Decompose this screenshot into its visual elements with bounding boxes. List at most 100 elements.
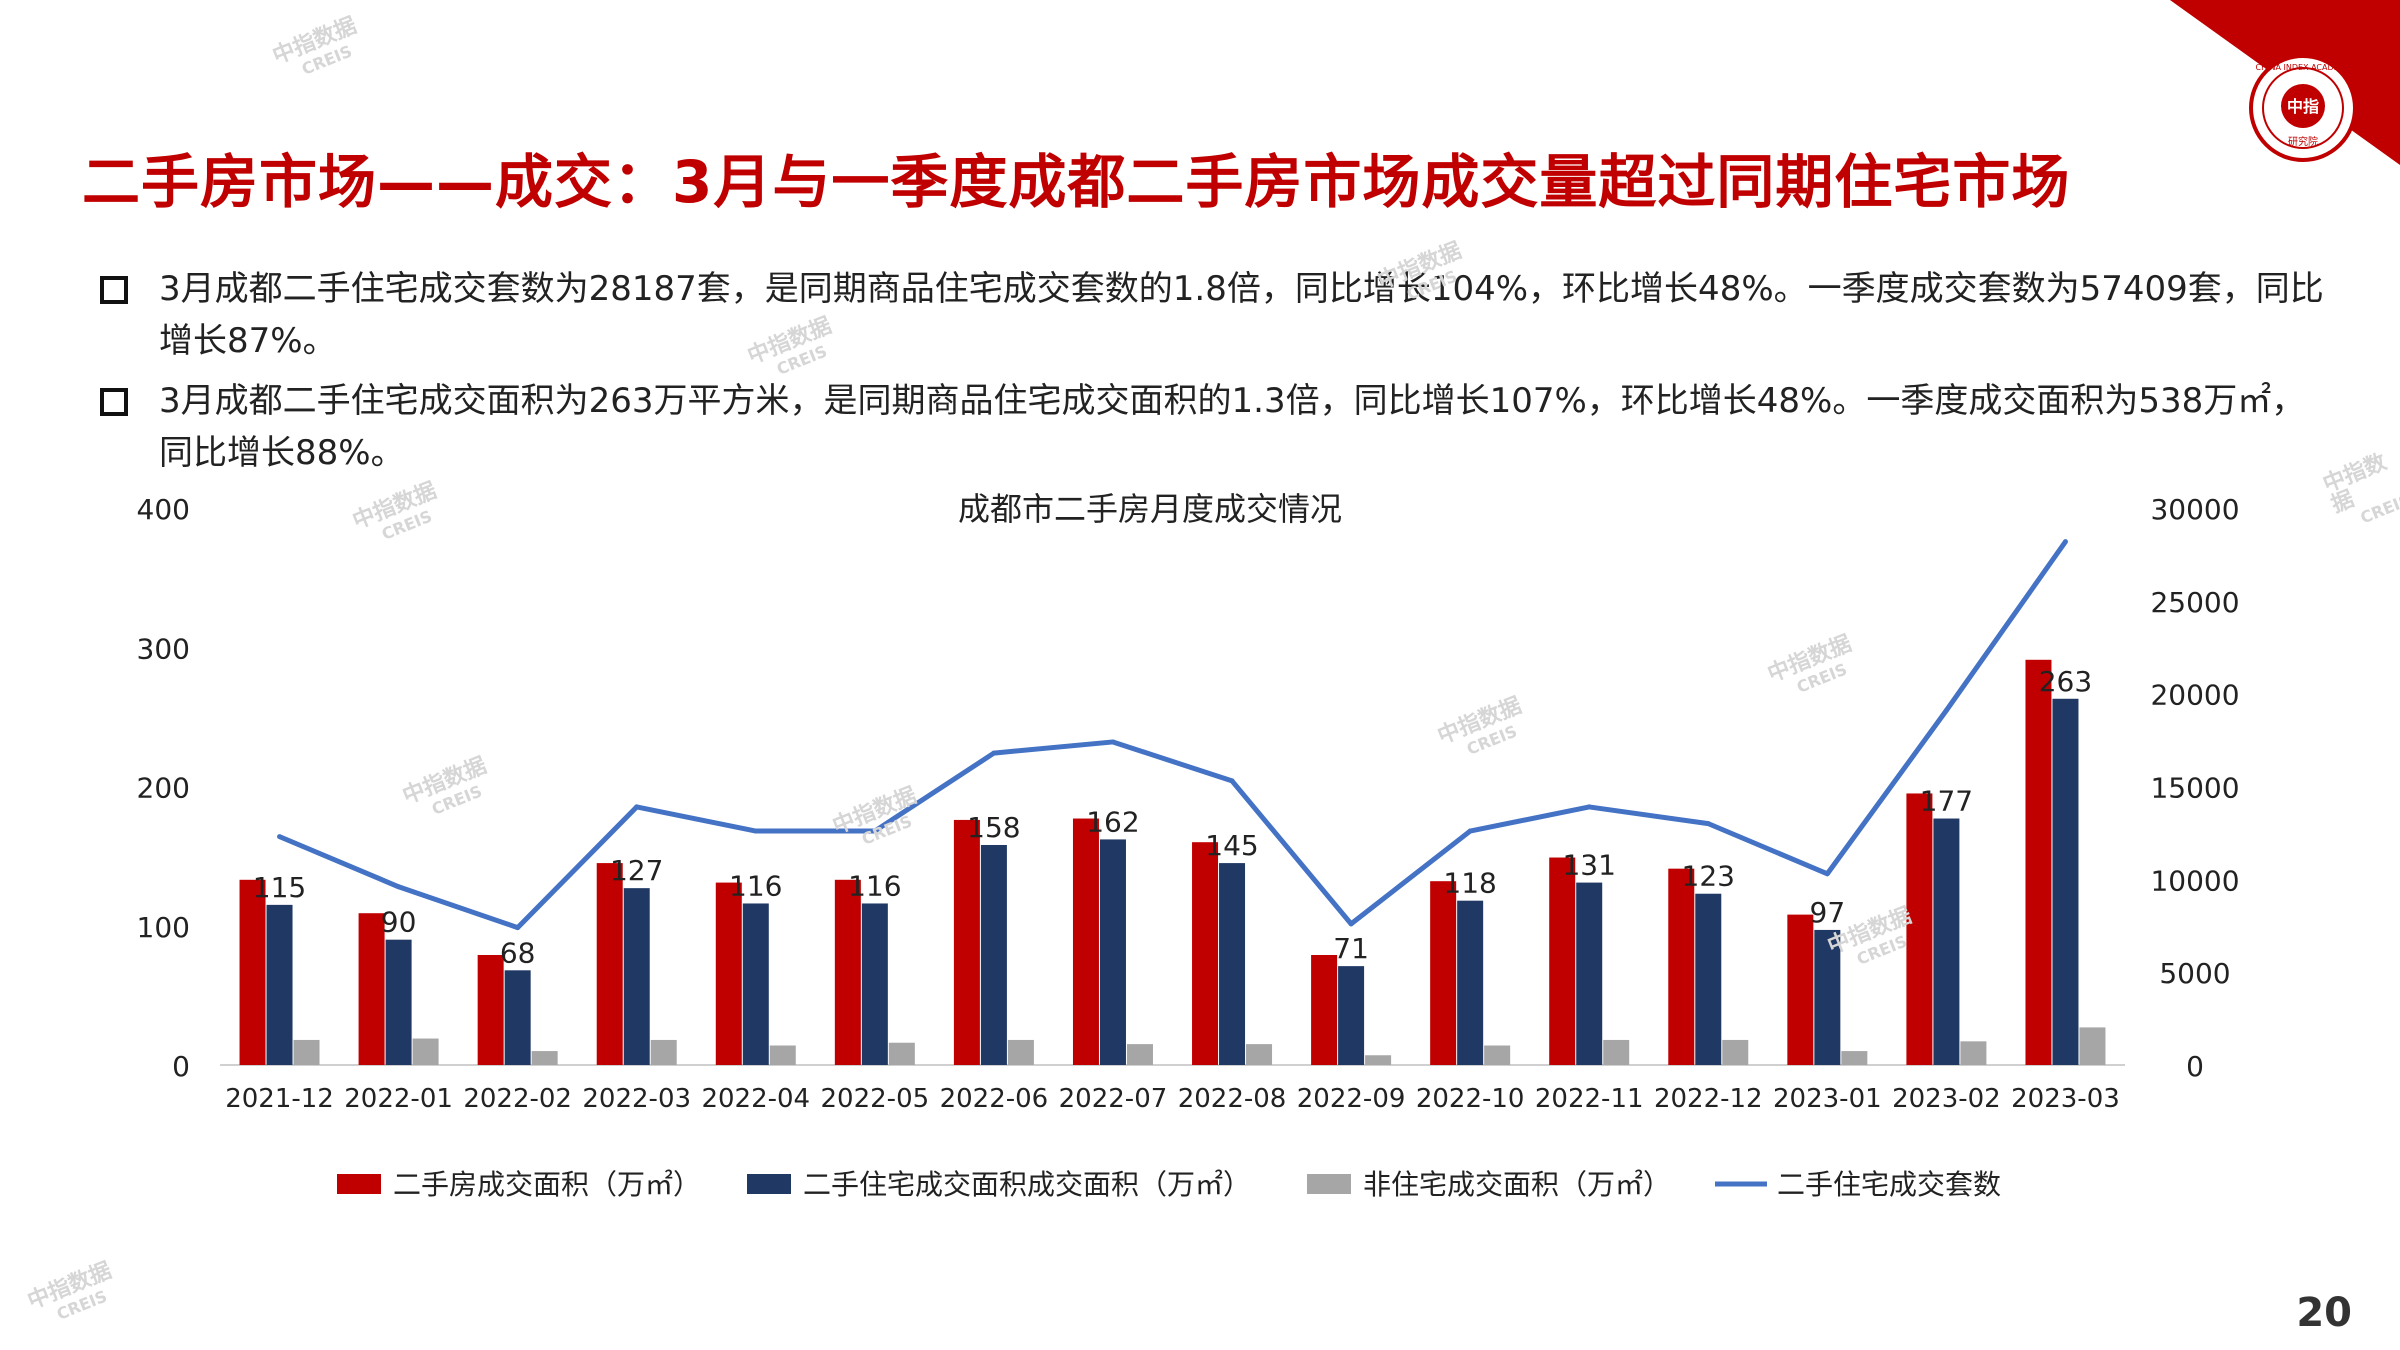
bullet-text-2: 3月成都二手住宅成交面积为263万平方米，是同期商品住宅成交面积的1.3倍，同比… xyxy=(159,381,2306,473)
checkbox-square-icon xyxy=(100,388,128,416)
bar-data-label: 131 xyxy=(1562,849,1615,882)
bar-residential xyxy=(1695,893,1722,1065)
page-number: 20 xyxy=(2296,1290,2352,1336)
bar-total xyxy=(1906,793,1933,1065)
bar-nonresidential xyxy=(1722,1039,1749,1065)
legend-label: 二手住宅成交套数 xyxy=(1777,1168,2001,1201)
line-series-units xyxy=(278,540,2068,931)
bar-data-label: 263 xyxy=(2039,665,2092,698)
legend-label: 二手房成交面积（万㎡） xyxy=(393,1168,701,1201)
y-left-tick-label: 0 xyxy=(172,1050,190,1083)
bar-residential xyxy=(623,888,650,1065)
bar-residential xyxy=(1338,966,1365,1065)
bar-residential xyxy=(980,844,1007,1065)
bar-nonresidential xyxy=(1007,1039,1034,1065)
legend-swatch xyxy=(1307,1174,1351,1194)
bar-nonresidential xyxy=(531,1051,558,1065)
bar-residential xyxy=(1576,882,1603,1065)
bar-nonresidential xyxy=(1841,1051,1868,1065)
bar-total xyxy=(596,863,623,1065)
chart-area: 成都市二手房月度成交情况 0 100 200 300 400 0 5000 10000 1500… xyxy=(137,490,2240,1201)
bar-total xyxy=(2025,659,2052,1065)
bar-data-label: 97 xyxy=(1810,896,1846,929)
x-tick-label: 2022-07 xyxy=(1059,1084,1168,1114)
bar-data-label: 177 xyxy=(1920,785,1973,818)
bar-total xyxy=(715,882,742,1065)
bar-data-label: 116 xyxy=(729,869,782,902)
x-tick-label: 2022-12 xyxy=(1654,1084,1763,1114)
line-point xyxy=(1348,921,1354,927)
legend-label: 非住宅成交面积（万㎡） xyxy=(1363,1168,1671,1201)
bullet-item-1: 3月成都二手住宅成交套数为28187套，是同期商品住宅成交套数的1.8倍，同比增… xyxy=(95,263,2325,367)
y-left-tick-label: 100 xyxy=(137,911,190,944)
bar-residential xyxy=(385,939,412,1065)
x-tick-label: 2022-10 xyxy=(1416,1084,1525,1114)
x-tick-label: 2023-03 xyxy=(2011,1084,2120,1114)
bar-nonresidential xyxy=(412,1038,439,1065)
x-tick-label: 2022-08 xyxy=(1178,1084,1287,1114)
bullet-text-1: 3月成都二手住宅成交套数为28187套，是同期商品住宅成交套数的1.8倍，同比增… xyxy=(159,269,2324,361)
bar-residential xyxy=(1219,863,1246,1065)
line-point xyxy=(2062,539,2068,545)
bar-total xyxy=(477,954,504,1065)
chart-title: 成都市二手房月度成交情况 xyxy=(958,490,1342,528)
watermark: 中指数据 CREIS xyxy=(269,13,361,79)
x-tick-label: 2022-04 xyxy=(701,1084,810,1114)
line-point xyxy=(1943,707,1949,713)
x-tick-label: 2023-01 xyxy=(1773,1084,1882,1114)
y-right-tick-label: 0 xyxy=(2186,1050,2204,1083)
line-point xyxy=(1467,828,1473,834)
bar-data-label: 118 xyxy=(1443,867,1496,900)
bar-nonresidential xyxy=(2079,1027,2106,1065)
y-right-tick-label: 15000 xyxy=(2150,772,2239,805)
x-tick-label: 2022-01 xyxy=(344,1084,453,1114)
y-right-tick-label: 25000 xyxy=(2150,586,2239,619)
legend-swatch xyxy=(337,1174,381,1194)
y-right-tick-label: 5000 xyxy=(2159,957,2230,990)
line-point xyxy=(634,804,640,810)
bar-total xyxy=(1549,857,1576,1065)
logo-sub-text: 研究院 xyxy=(2288,135,2318,148)
bar-residential xyxy=(742,903,769,1065)
bar-total xyxy=(239,879,266,1065)
bar-data-label: 71 xyxy=(1333,932,1369,965)
bar-total xyxy=(953,819,980,1065)
line-point xyxy=(277,834,283,840)
bullet-list: 3月成都二手住宅成交套数为28187套，是同期商品住宅成交套数的1.8倍，同比增… xyxy=(95,263,2325,479)
bar-total xyxy=(1668,868,1695,1065)
line-point xyxy=(991,750,997,756)
bullet-item-2: 3月成都二手住宅成交面积为263万平方米，是同期商品住宅成交面积的1.3倍，同比… xyxy=(95,375,2325,479)
checkbox-square-icon xyxy=(100,276,128,304)
line-point xyxy=(1229,778,1235,784)
bar-residential xyxy=(1099,839,1126,1065)
bar-nonresidential xyxy=(1126,1044,1153,1065)
legend-swatch xyxy=(747,1174,791,1194)
bar-data-label: 158 xyxy=(967,811,1020,844)
bar-residential xyxy=(1457,900,1484,1065)
bar-total xyxy=(358,913,385,1065)
y-left-tick-label: 300 xyxy=(137,632,190,665)
bar-nonresidential xyxy=(888,1042,915,1065)
bar-data-label: 162 xyxy=(1086,805,1139,838)
bar-residential xyxy=(2052,698,2079,1065)
bar-total xyxy=(1072,818,1099,1065)
bar-nonresidential xyxy=(1603,1039,1630,1065)
bar-residential xyxy=(1933,818,1960,1065)
line-point xyxy=(1110,739,1116,745)
bar-data-label: 123 xyxy=(1682,860,1735,893)
bar-nonresidential xyxy=(1960,1041,1987,1065)
bar-nonresidential xyxy=(769,1045,796,1065)
bar-data-label: 145 xyxy=(1205,829,1258,862)
bar-nonresidential xyxy=(650,1039,677,1065)
legend-label: 二手住宅成交面积成交面积（万㎡） xyxy=(803,1168,1251,1201)
bar-nonresidential xyxy=(1365,1055,1392,1065)
line-point xyxy=(1705,821,1711,827)
logo-center-text: 中指 xyxy=(2287,97,2319,116)
bar-data-label: 116 xyxy=(848,869,901,902)
y-right-tick-label: 20000 xyxy=(2150,679,2239,712)
bar-total xyxy=(1787,914,1814,1065)
logo-ring-text: CHINA INDEX ACADEMY xyxy=(2256,63,2351,72)
bar-total xyxy=(834,879,861,1065)
bar-data-label: 115 xyxy=(253,871,306,904)
x-tick-label: 2021-12 xyxy=(225,1084,334,1114)
